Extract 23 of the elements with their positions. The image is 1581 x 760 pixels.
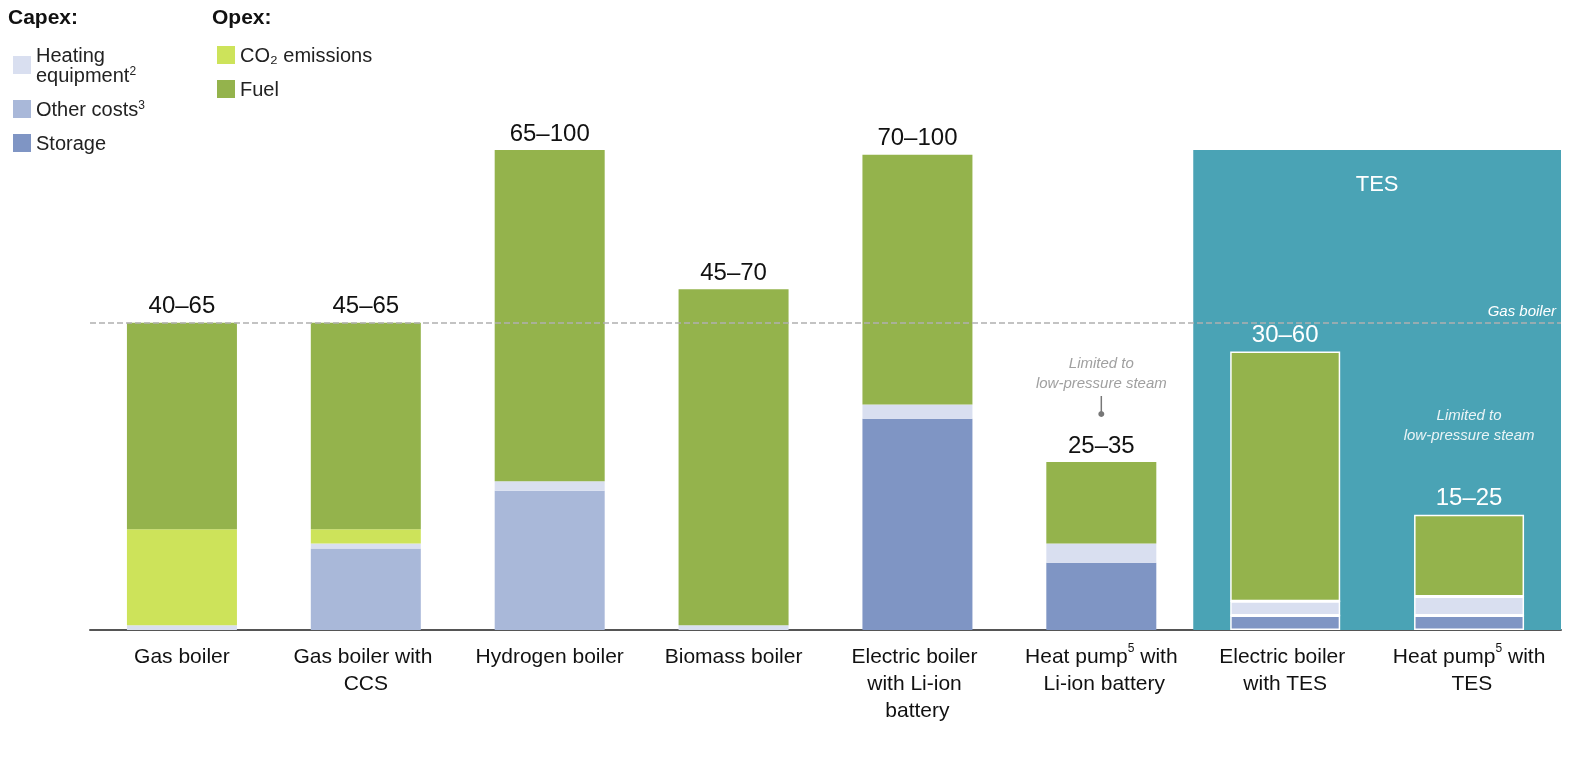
legend-label: Storage <box>36 132 107 154</box>
legend-label: CO₂ emissions <box>240 44 373 66</box>
total-label: 45–70 <box>700 257 767 285</box>
total-label: 70–100 <box>877 123 958 151</box>
annotation: Limited to low-pressure steam <box>1403 406 1535 444</box>
x-tick-label: Gas boiler <box>134 644 230 667</box>
total-label: 15–25 <box>1435 483 1503 511</box>
x-tick-label: Hydrogen boiler <box>475 644 624 667</box>
ref-line-label: Gas boiler <box>1487 301 1557 319</box>
text: Opex: <box>212 5 272 28</box>
x-tick-label: Electric boiler with TES <box>1219 644 1352 694</box>
annotation: Limited to low-pressure steam <box>1035 353 1167 391</box>
total-label: 30–60 <box>1251 320 1319 348</box>
total-label: 65–100 <box>509 118 590 146</box>
band-label: TES <box>1355 170 1399 196</box>
total-label: 25–35 <box>1067 430 1135 458</box>
x-tick-label: Electric boiler with Li-ion battery <box>851 644 984 721</box>
text: Capex: <box>8 5 79 28</box>
total-label: 40–65 <box>148 291 216 319</box>
x-tick-label: Gas boiler with CCS <box>293 644 439 694</box>
legend-label: Fuel <box>240 78 279 100</box>
total-label: 45–65 <box>332 291 400 319</box>
x-tick-label: Biomass boiler <box>664 644 803 667</box>
